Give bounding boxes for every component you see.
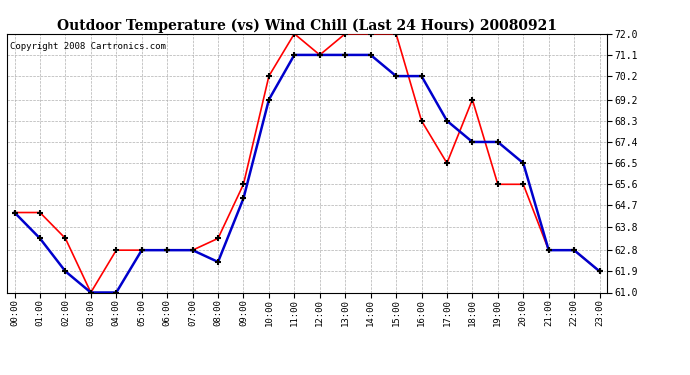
Title: Outdoor Temperature (vs) Wind Chill (Last 24 Hours) 20080921: Outdoor Temperature (vs) Wind Chill (Las… [57,18,557,33]
Text: Copyright 2008 Cartronics.com: Copyright 2008 Cartronics.com [10,42,166,51]
